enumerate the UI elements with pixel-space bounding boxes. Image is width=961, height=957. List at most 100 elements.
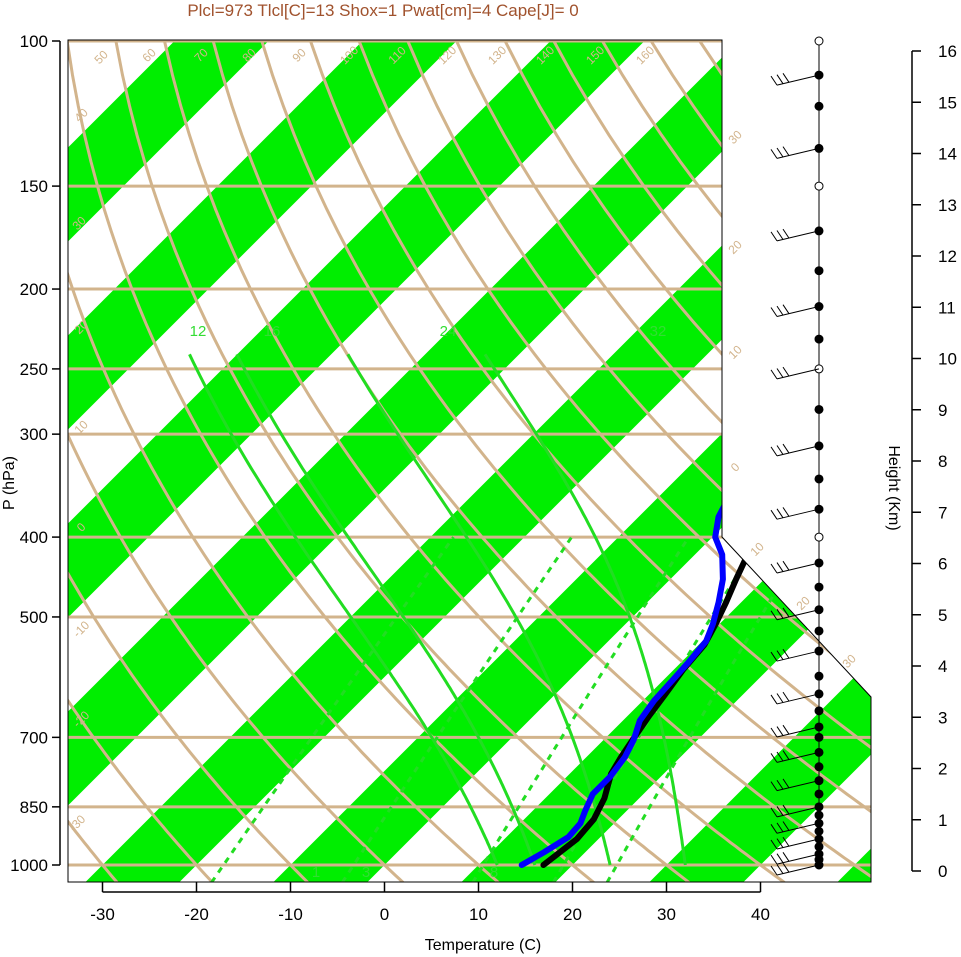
wind-barb-shaft <box>776 693 820 705</box>
x-tick-label: -30 <box>90 905 115 924</box>
wind-barb-feather <box>770 865 778 876</box>
dry-adiabat-line <box>68 40 119 882</box>
height-tick-label: 15 <box>938 93 957 112</box>
wind-barb-feather <box>776 368 784 378</box>
dry-adiabat-label: 10 <box>725 342 745 362</box>
dry-adiabat-label: 50 <box>91 47 111 67</box>
wind-barb <box>770 73 820 86</box>
height-tick-label: 4 <box>938 657 947 676</box>
dry-adiabat-label: -10 <box>70 618 92 640</box>
wind-barb <box>770 507 820 520</box>
dry-adiabat-label: -30 <box>66 812 88 834</box>
wind-barb-feather <box>782 366 790 377</box>
wind-barb <box>770 724 820 738</box>
wind-station-dot <box>814 842 824 852</box>
moist-adiabat-line <box>483 353 687 866</box>
wind-station-dot <box>814 732 824 742</box>
wind-station-dot <box>814 626 824 636</box>
wind-barb-feather <box>770 807 778 818</box>
wind-barbs <box>770 36 824 876</box>
isotherm-band <box>68 41 457 882</box>
wind-barb-feather <box>782 443 790 454</box>
wind-barb <box>770 836 820 850</box>
height-tick-label: 3 <box>938 708 947 727</box>
y-tick-label: 700 <box>20 728 48 747</box>
height-tick-label: 12 <box>938 247 957 266</box>
moist-adiabat-line <box>188 353 499 866</box>
mixing-ratio-label: 24 <box>440 323 457 340</box>
y-tick-label: 850 <box>20 798 48 817</box>
wind-barb-feather <box>782 852 790 862</box>
isotherm-band <box>68 41 645 882</box>
height-tick-label: 14 <box>938 145 957 164</box>
wind-barb <box>770 304 820 317</box>
x-axis-label: Temperature (C) <box>425 937 541 954</box>
wind-barb-shaft <box>776 864 820 876</box>
wind-barb-feather <box>776 693 784 703</box>
wind-station-dot <box>814 404 824 414</box>
wind-barb-feather <box>770 75 778 86</box>
wind-barb <box>770 821 820 834</box>
x-tick-label: 40 <box>751 905 770 924</box>
chart-title: Plcl=973 Tlcl[C]=13 Shox=1 Pwat[cm]=4 Ca… <box>187 1 578 20</box>
wind-barb-feather <box>776 305 784 316</box>
dry-adiabat-line <box>68 40 595 882</box>
height-tick-label: 13 <box>938 196 957 215</box>
y-axis: 100 150 200 250 300 400 500 700 850 1000 <box>10 32 61 875</box>
wind-barb <box>770 366 820 380</box>
wind-barb-feather <box>782 724 790 735</box>
height-tick-label: 6 <box>938 555 947 574</box>
wind-barb-feather <box>776 751 784 762</box>
wind-barb-feather <box>776 838 784 848</box>
wind-barb-shaft <box>776 751 820 763</box>
wind-barb-shaft <box>776 508 820 520</box>
wind-barb-feather <box>770 781 778 791</box>
wind-barb-feather <box>770 854 778 865</box>
wind-barb-feather <box>770 369 778 380</box>
wind-barb-feather <box>770 610 778 620</box>
plot-border <box>67 39 872 883</box>
wind-barb-feather <box>770 727 778 738</box>
x-axis: -30 -20 -10 0 10 20 30 40 <box>90 882 770 924</box>
wind-barb <box>770 750 820 763</box>
wind-station-dot <box>814 762 824 772</box>
wind-barb-feather <box>770 307 778 317</box>
wind-barb-feather <box>782 507 790 517</box>
x-tick-label: -20 <box>184 905 209 924</box>
wind-barb <box>770 862 820 876</box>
wind-barb-shaft <box>776 306 820 317</box>
mixing-ratio-line <box>341 536 573 882</box>
wind-barb <box>770 228 820 242</box>
wind-barb-shaft <box>776 838 820 850</box>
wind-barb-shaft <box>776 445 820 457</box>
wind-barb-feather <box>776 445 784 455</box>
x-tick-label: 10 <box>469 905 488 924</box>
wind-barb-feather <box>776 74 784 84</box>
mixing-ratio-label: 3 <box>362 864 370 881</box>
wind-station-dot <box>814 36 824 46</box>
dry-adiabat-label: 0 <box>728 460 743 475</box>
wind-barb-feather <box>776 147 784 158</box>
y-tick-label: 1000 <box>10 856 48 875</box>
mixing-ratio-lines <box>210 536 810 882</box>
height-tick-label: 0 <box>938 862 947 881</box>
height-tick-label: 9 <box>938 401 947 420</box>
dry-adiabat-line <box>68 40 309 882</box>
y-tick-label: 200 <box>20 280 48 299</box>
dry-adiabat-label: 30 <box>725 127 745 147</box>
mixing-ratio-line <box>210 536 455 882</box>
mixing-ratio-line <box>552 536 762 882</box>
wind-barb-feather <box>782 607 790 618</box>
wind-barb-feather <box>782 560 790 571</box>
mixing-ratio-label: 32 <box>650 323 667 340</box>
dry-adiabat-line <box>68 40 500 882</box>
wind-barb-feather <box>770 651 778 662</box>
wind-barb-feather <box>782 750 790 760</box>
height-tick-label: 8 <box>938 452 947 471</box>
dry-adiabat-line <box>406 40 871 882</box>
wind-barb-feather <box>776 822 784 833</box>
wind-barb-feather <box>776 726 784 736</box>
mixing-ratio-line <box>471 536 690 882</box>
x-tick-label: 30 <box>657 905 676 924</box>
wind-station-dot <box>814 826 824 836</box>
